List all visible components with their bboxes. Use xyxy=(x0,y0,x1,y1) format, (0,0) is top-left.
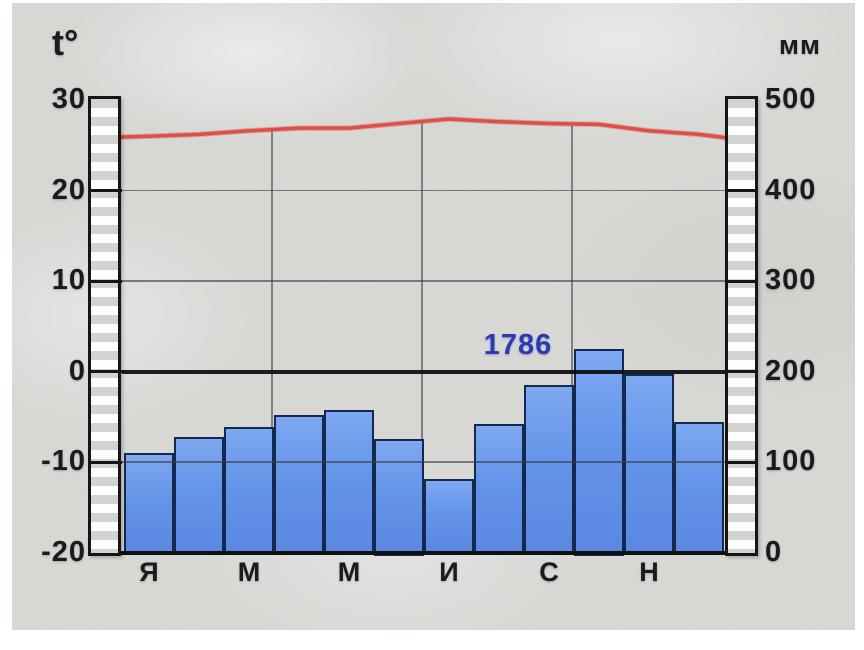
temperature-tick-label: 0 xyxy=(68,354,86,387)
scale-bar-tick xyxy=(725,370,758,373)
temperature-axis-title: t° xyxy=(52,22,79,63)
precipitation-bar xyxy=(524,385,574,556)
scale-bar-tick xyxy=(725,460,758,464)
scale-bar-tick xyxy=(725,279,758,283)
precipitation-tick-label: 100 xyxy=(765,445,817,477)
temperature-tick-label: -10 xyxy=(41,445,86,477)
horizontal-gridline xyxy=(122,280,725,282)
month-label: М xyxy=(337,557,361,587)
precipitation-scale-bar xyxy=(725,96,758,556)
temperature-tick-label: 20 xyxy=(51,173,86,206)
scale-bar-tick xyxy=(725,189,758,192)
scale-bar-tick xyxy=(89,460,122,464)
precipitation-axis-title: мм xyxy=(779,30,821,60)
month-label: И xyxy=(439,557,459,587)
bottom-axis-line xyxy=(88,550,758,555)
precipitation-tick-label: 200 xyxy=(765,354,817,387)
precipitation-tick-label: 500 xyxy=(765,83,817,115)
zero-axis-line xyxy=(122,369,725,374)
precipitation-tick-label: 400 xyxy=(765,173,817,206)
month-label: Я xyxy=(139,557,159,587)
precipitation-bar xyxy=(174,436,224,556)
precipitation-bar xyxy=(224,426,274,556)
precipitation-bar xyxy=(424,479,474,556)
annual-precipitation-total: 1786 xyxy=(483,329,553,361)
scale-bar-tick xyxy=(89,370,122,373)
month-label: М xyxy=(237,557,261,587)
precipitation-tick-label: 300 xyxy=(765,264,817,296)
precipitation-bar xyxy=(674,422,724,556)
temperature-tick-label: -20 xyxy=(41,535,86,568)
precipitation-bar xyxy=(374,439,424,556)
horizontal-gridline xyxy=(122,461,725,463)
precipitation-bar xyxy=(274,414,324,556)
precipitation-bar xyxy=(474,423,524,556)
precipitation-bar xyxy=(574,348,624,556)
month-label: Н xyxy=(639,557,659,587)
precipitation-bar xyxy=(124,452,174,556)
horizontal-gridline xyxy=(122,189,725,192)
precipitation-tick-label: 0 xyxy=(765,535,783,568)
temperature-tick-label: 10 xyxy=(51,264,86,296)
temperature-scale-bar xyxy=(88,96,121,556)
scale-bar-tick xyxy=(89,279,122,283)
precipitation-bar xyxy=(324,409,374,556)
month-label: С xyxy=(539,557,559,587)
precipitation-bar xyxy=(624,374,674,556)
scale-bar-tick xyxy=(89,189,122,192)
temperature-tick-label: 30 xyxy=(51,83,86,115)
